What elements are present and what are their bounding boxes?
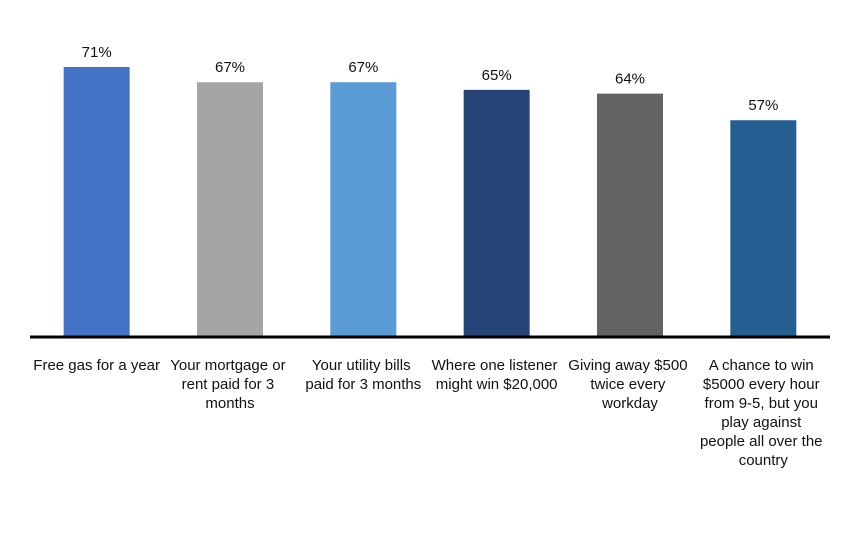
value-label: 67% [348, 59, 378, 76]
label-line: Your mortgage or [170, 357, 290, 374]
bar [330, 82, 397, 337]
label-line: workday [601, 395, 658, 412]
label-line: $5000 every hour [703, 376, 824, 393]
value-label: 64% [615, 71, 645, 88]
label-line: months [205, 395, 254, 412]
label-line: rent paid for 3 [182, 376, 279, 393]
x-tick-label: Giving away $500 twice every workday [568, 357, 691, 412]
label-line: Giving away $500 [568, 357, 691, 374]
label-line: Free gas for a year [33, 357, 160, 374]
label-line: play against [721, 414, 805, 431]
label-line: Where one listener [432, 357, 562, 374]
value-label: 65% [482, 67, 512, 84]
label-line: might win $20,000 [436, 376, 558, 393]
value-label: 71% [82, 44, 112, 61]
x-tick-label: A chance to win $5000 every hour from 9-… [700, 357, 827, 469]
label-line: Your utility bills [312, 357, 415, 374]
x-tick-label: Your utility bills paid for 3 months [305, 357, 421, 393]
x-tick-label: Where one listener might win $20,000 [432, 357, 562, 393]
label-line: twice every [590, 376, 669, 393]
bar [730, 120, 797, 337]
bar [197, 82, 263, 337]
bar [463, 89, 530, 338]
value-label: 67% [215, 59, 245, 76]
x-tick-label: Free gas for a year [33, 357, 160, 374]
label-line: paid for 3 months [305, 376, 421, 393]
bar [597, 93, 663, 337]
label-line: from 9-5, but you [705, 395, 823, 412]
label-line: A chance to win [709, 357, 818, 374]
value-label: 57% [748, 97, 778, 114]
label-line: people all over the [700, 433, 827, 450]
x-tick-label: Your mortgage or rent paid for 3 months [170, 357, 290, 412]
label-line: country [739, 452, 789, 469]
bar [63, 67, 130, 337]
